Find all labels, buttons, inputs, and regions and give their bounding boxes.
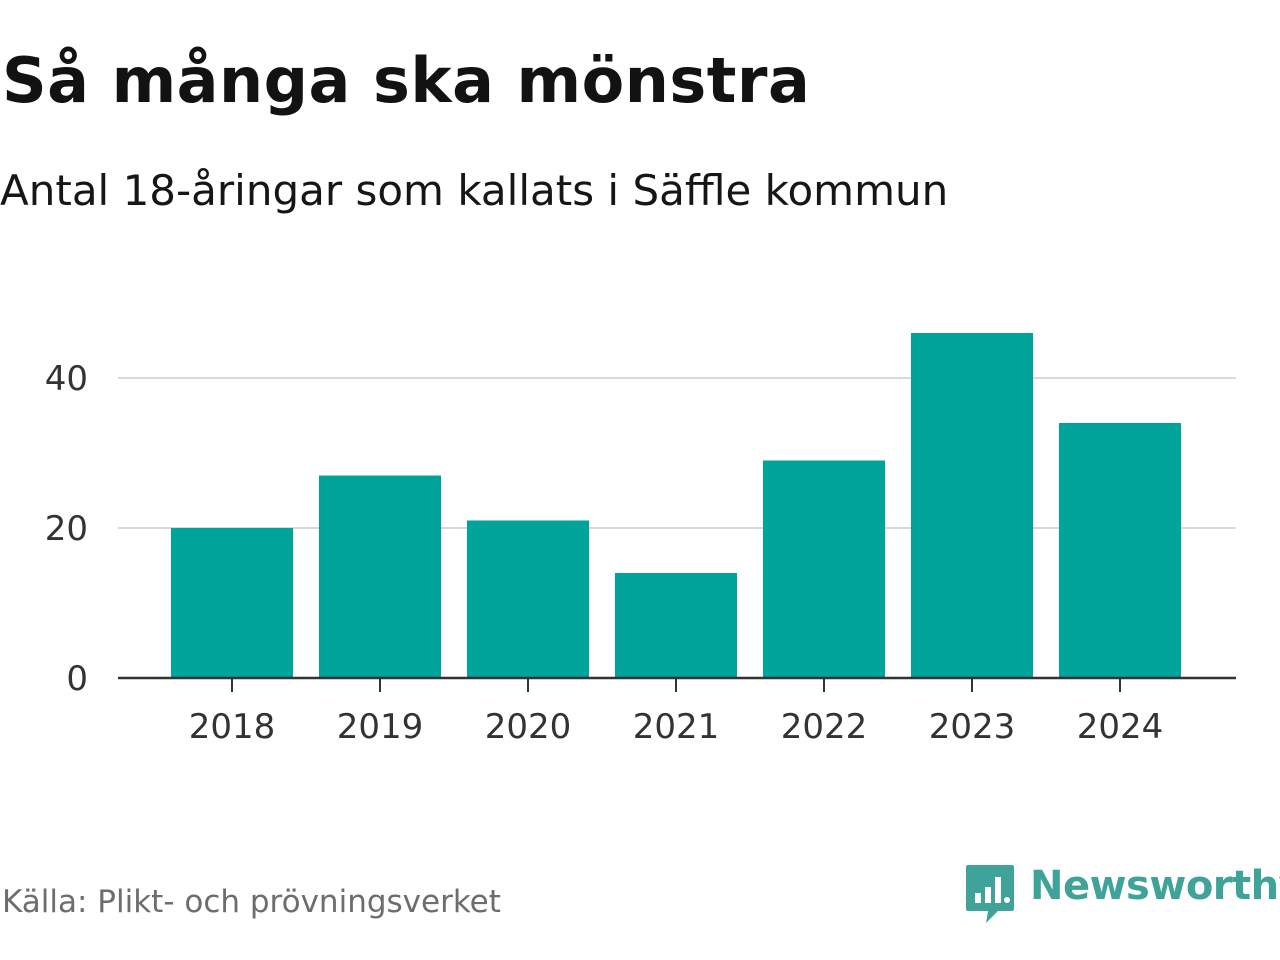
y-tick-label: 0 — [66, 659, 88, 699]
x-tick-label: 2018 — [189, 707, 276, 747]
brand-name: Newsworthy — [1030, 863, 1280, 909]
bar-2023 — [911, 333, 1033, 678]
newsworthy-logo[interactable]: Newsworthy — [964, 862, 1280, 926]
x-tick-label: 2019 — [337, 707, 424, 747]
bar-2019 — [319, 475, 441, 678]
bar-2018 — [171, 528, 293, 678]
x-tick-label: 2024 — [1077, 707, 1164, 747]
x-axis-labels: 2018 2019 2020 2021 2022 2023 2024 — [189, 707, 1164, 747]
chart-title: Så många ska mönstra — [2, 44, 811, 117]
newsworthy-logo-icon — [966, 865, 1014, 923]
x-tick-label: 2022 — [781, 707, 868, 747]
y-tick-label: 20 — [45, 509, 88, 549]
x-tick-label: 2021 — [633, 707, 720, 747]
x-tick-label: 2020 — [485, 707, 572, 747]
y-tick-label: 40 — [45, 359, 88, 399]
bars — [171, 333, 1181, 678]
x-tick-label: 2023 — [929, 707, 1016, 747]
x-axis — [118, 676, 1236, 692]
source-note: Källa: Plikt- och prövningsverket — [2, 884, 501, 920]
y-axis-labels: 0 20 40 — [45, 359, 88, 699]
bar-2020 — [467, 520, 589, 678]
chart-subtitle: Antal 18-åringar som kallats i Säffle ko… — [0, 166, 949, 215]
bar-2021 — [615, 573, 737, 678]
bar-2024 — [1059, 423, 1181, 678]
bar-2022 — [763, 460, 885, 678]
gridlines — [118, 377, 1236, 529]
